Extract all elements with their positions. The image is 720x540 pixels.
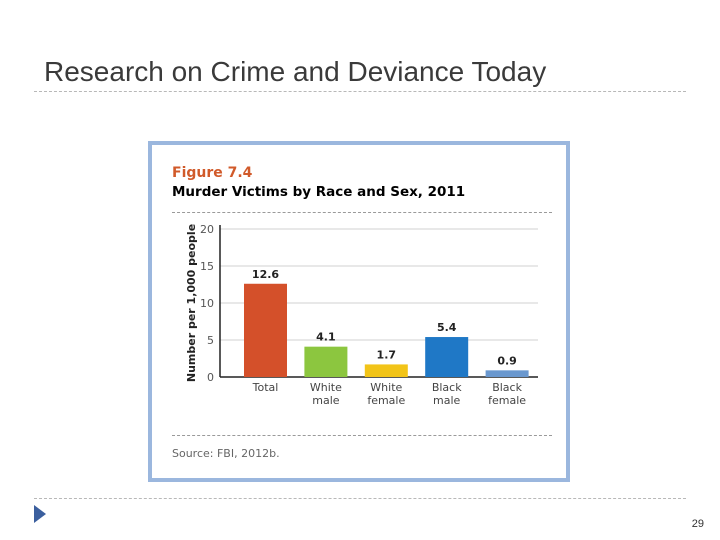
y-tick-label: 15 [200,260,214,273]
y-tick-label: 0 [207,371,214,384]
figure-source: Source: FBI, 2012b. [172,447,280,460]
figure-bottom-divider [172,435,552,436]
footer-divider [34,498,686,499]
x-tick-label: male [433,394,461,407]
bar-value-label: 0.9 [497,354,516,367]
x-tick-label: Black [492,381,522,394]
bar [364,364,408,377]
x-tick-label: Total [252,381,279,394]
x-tick-label: female [367,394,405,407]
figure-label: Figure 7.4 [172,165,253,181]
bar-value-label: 12.6 [252,268,279,281]
bar [425,337,469,377]
bar-value-label: 1.7 [377,348,397,361]
figure-top-divider [172,212,552,213]
bar-value-label: 5.4 [437,321,457,334]
y-tick-label: 10 [200,297,214,310]
x-tick-label: White [310,381,342,394]
page-number: 29 [691,518,704,530]
bar [485,370,529,377]
x-tick-label: female [488,394,526,407]
y-tick-label: 5 [207,334,214,347]
figure-title: Murder Victims by Race and Sex, 2011 [172,184,466,200]
y-axis-label: Number per 1,000 people [185,224,198,382]
bullet-arrow-icon [34,505,46,523]
figure-frame: Figure 7.4 Murder Victims by Race and Se… [148,141,570,482]
slide-title: Research on Crime and Deviance Today [44,56,547,87]
bar [304,346,348,377]
x-tick-label: White [370,381,402,394]
bar-value-label: 4.1 [316,331,336,344]
title-divider [34,91,686,92]
x-tick-label: Black [432,381,462,394]
x-tick-label: male [312,394,340,407]
y-tick-label: 20 [200,223,214,236]
bar [244,283,287,377]
